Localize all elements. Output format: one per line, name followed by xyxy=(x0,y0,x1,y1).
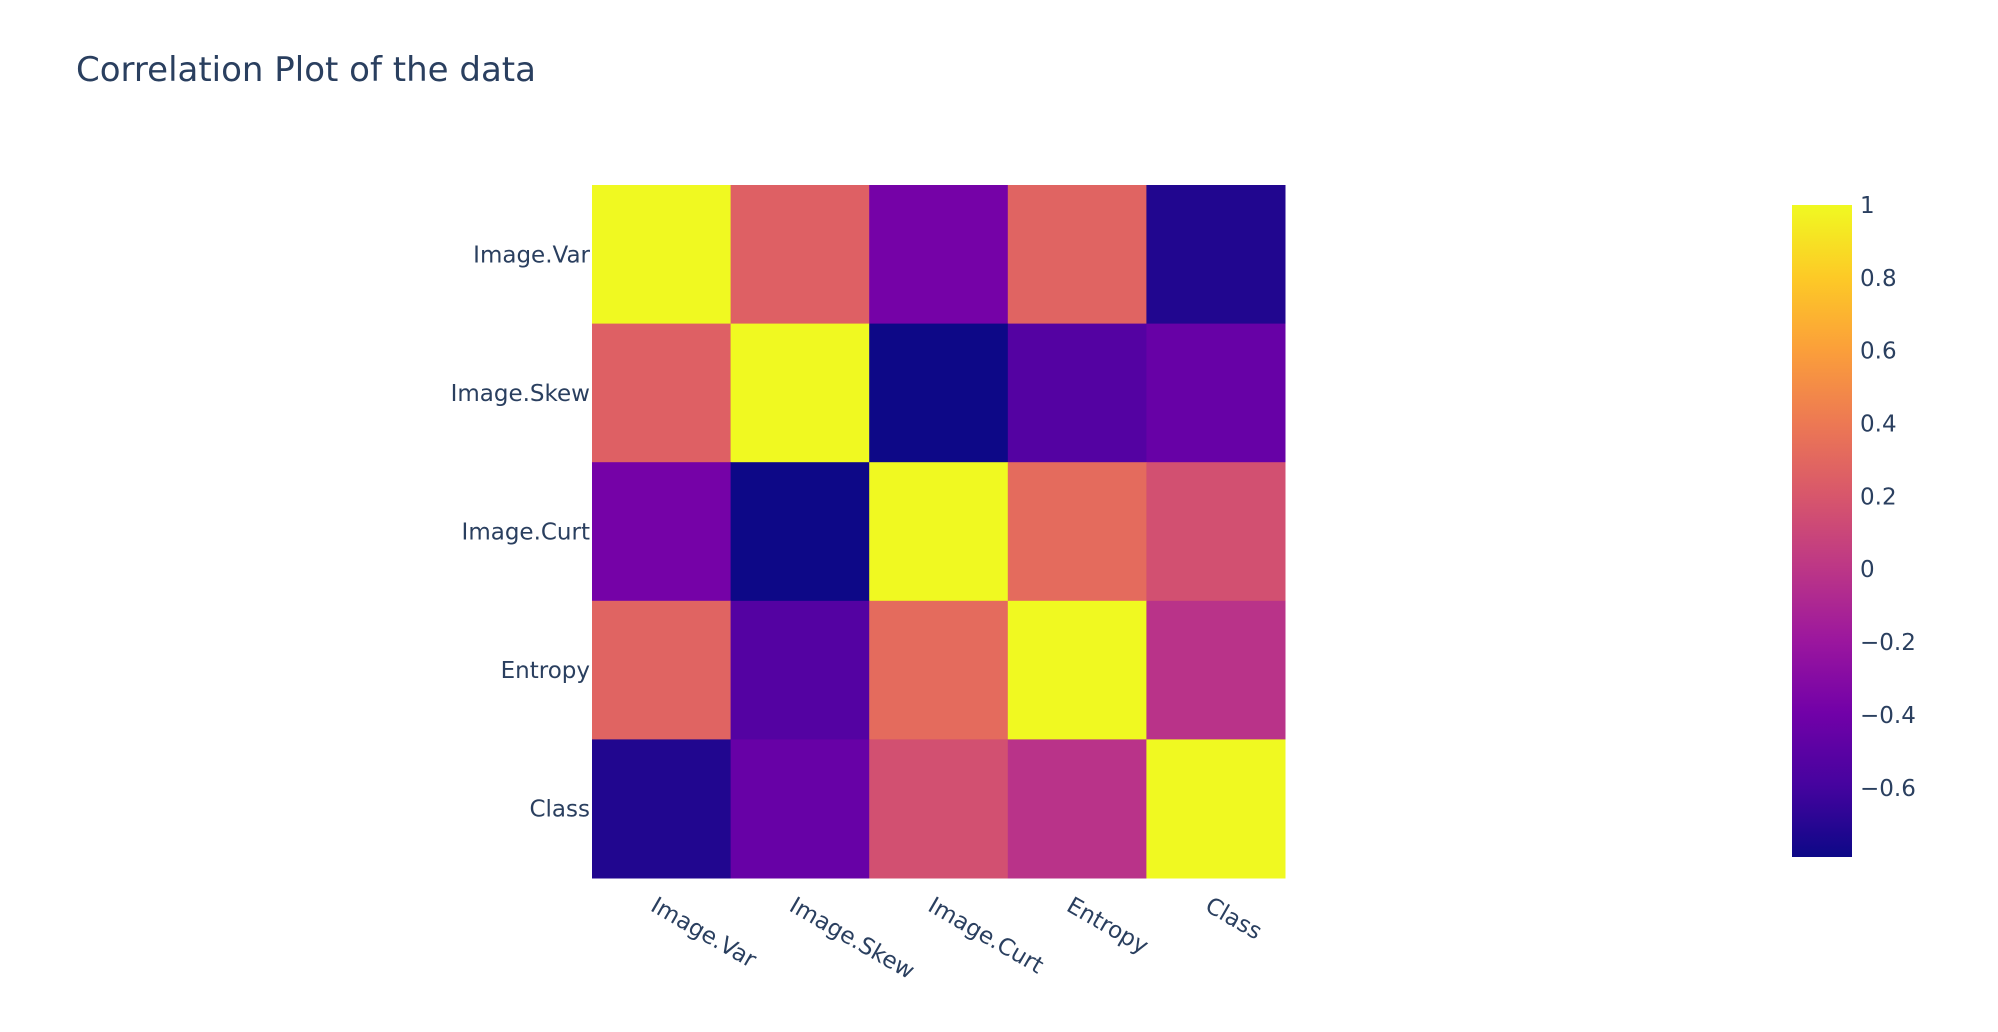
heatmap-cell xyxy=(730,185,870,325)
heatmap-cell xyxy=(730,600,870,740)
x-axis-tick-labels: Image.Var Image.Skew Image.Curt Entropy Clas… xyxy=(646,893,1266,985)
heatmap-cell xyxy=(592,600,732,740)
y-tick-label: Class xyxy=(529,797,590,823)
y-tick-label: Image.Skew xyxy=(451,381,590,407)
heatmap-cell xyxy=(869,185,1009,325)
heatmap-cell xyxy=(1146,600,1286,740)
chart-title: Correlation Plot of the data xyxy=(76,50,536,90)
y-tick-label: Entropy xyxy=(501,658,590,684)
y-axis-tick-labels: Image.Var Image.Skew Image.Curt Entropy Clas… xyxy=(451,242,591,822)
heatmap-cell xyxy=(592,185,732,325)
colorbar-scale xyxy=(1792,205,1852,857)
colorbar-tick-label: −0.4 xyxy=(1860,703,1916,729)
heatmap-cell xyxy=(1146,739,1286,879)
x-tick-label: Image.Skew xyxy=(785,893,919,985)
heatmap-cell xyxy=(592,462,732,602)
y-tick-label: Image.Curt xyxy=(462,520,590,546)
x-tick-label: Image.Curt xyxy=(924,893,1048,980)
y-tick-label: Image.Var xyxy=(473,242,590,268)
heatmap-cell xyxy=(730,739,870,879)
heatmap-cell xyxy=(869,600,1009,740)
colorbar-tick-label: −0.2 xyxy=(1860,630,1916,656)
heatmap-cell xyxy=(869,462,1009,602)
heatmap-cells xyxy=(592,185,1286,879)
heatmap-cell xyxy=(869,323,1009,463)
colorbar-tick-label: 0.8 xyxy=(1860,266,1897,292)
heatmap-cell xyxy=(730,323,870,463)
colorbar-tick-label: 0.2 xyxy=(1860,484,1897,510)
heatmap-cell xyxy=(1146,185,1286,325)
heatmap-cell xyxy=(1007,600,1147,740)
colorbar: 1 0.8 0.6 0.4 0.2 0 −0.2 −0.4 −0.6 xyxy=(1792,193,1916,857)
heatmap-cell xyxy=(1007,462,1147,602)
colorbar-tick-label: 0.4 xyxy=(1860,412,1897,438)
x-tick-label: Class xyxy=(1201,893,1266,946)
heatmap-cell xyxy=(1007,323,1147,463)
heatmap-cell xyxy=(869,739,1009,879)
colorbar-tick-label: 0.6 xyxy=(1860,339,1897,365)
heatmap-cell xyxy=(1007,185,1147,325)
heatmap-cell xyxy=(1007,739,1147,879)
x-tick-label: Image.Var xyxy=(646,893,761,974)
colorbar-tick-label: 1 xyxy=(1860,193,1875,219)
x-tick-label: Entropy xyxy=(1062,893,1152,960)
heatmap-cell xyxy=(592,739,732,879)
heatmap-cell xyxy=(1146,323,1286,463)
heatmap-cell xyxy=(1146,462,1286,602)
heatmap-cell xyxy=(592,323,732,463)
heatmap-cell xyxy=(730,462,870,602)
colorbar-tick-label: 0 xyxy=(1860,557,1875,583)
colorbar-tick-label: −0.6 xyxy=(1860,776,1916,802)
